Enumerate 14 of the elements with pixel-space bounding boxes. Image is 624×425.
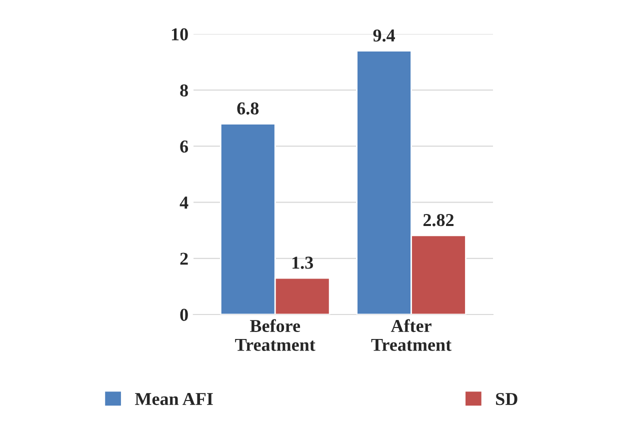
- y-tick-label: 2: [180, 252, 188, 265]
- data-label: 6.8: [237, 102, 259, 115]
- y-tick-label: 10: [172, 28, 188, 40]
- y-tick-label: 6: [180, 140, 188, 153]
- data-label: 2.82: [423, 214, 454, 226]
- data-label: 1.3: [292, 256, 314, 269]
- legend-label: SD: [496, 392, 518, 406]
- x-tick-label: Before Treatment: [235, 319, 316, 351]
- data-label: 9.4: [373, 29, 395, 42]
- legend-label: Mean AFI: [135, 392, 213, 406]
- y-tick-label: 4: [180, 196, 188, 209]
- y-tick-label: 8: [180, 84, 188, 97]
- y-tick-label: 0: [180, 308, 188, 321]
- x-tick-label: After Treatment: [371, 319, 452, 351]
